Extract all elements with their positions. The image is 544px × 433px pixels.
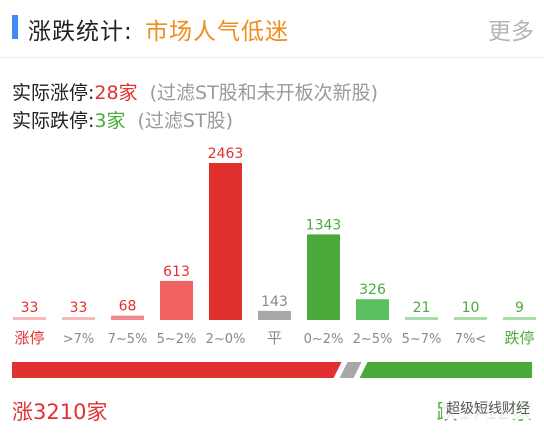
category-label-7: 2~5% <box>353 332 393 347</box>
flat-segment <box>339 362 362 378</box>
value-label-10: 9 <box>515 300 524 316</box>
distribution-chart: 33 涨停 33 >7% 68 7~5% 613 5~2% 2463 2~0% 143 平 1343 0~… <box>13 146 536 347</box>
category-label-3: 5~2% <box>157 332 197 347</box>
bar-1 <box>62 317 95 320</box>
limit-up-count: 28家 <box>94 82 138 104</box>
value-label-9: 10 <box>462 300 480 316</box>
header-divider <box>0 57 544 58</box>
limit-up-label: 实际涨停: <box>12 82 95 104</box>
bar-0 <box>13 317 46 320</box>
up-total: 涨3210家 <box>12 400 108 424</box>
value-label-0: 33 <box>21 300 39 316</box>
value-label-5: 143 <box>261 294 288 310</box>
section-title: 涨跌统计: <box>28 19 133 45</box>
limit-down-note: (过滤ST股) <box>137 110 234 132</box>
category-label-9: 7%< <box>455 332 487 347</box>
bar-10 <box>503 317 536 320</box>
category-label-6: 0~2% <box>304 332 344 347</box>
market-sentiment: 市场人气低迷 <box>145 19 289 45</box>
up-down-ratio-bar <box>12 362 532 378</box>
watermark: 超级短线财经 <box>442 397 534 419</box>
category-label-10: 跌停 <box>504 329 534 347</box>
bar-7 <box>356 299 389 320</box>
limit-up-note: (过滤ST股和未开板次新股) <box>149 82 379 104</box>
section-header: 涨跌统计: 市场人气低迷 更多 <box>0 0 544 56</box>
accent-bar <box>12 15 18 39</box>
category-label-1: >7% <box>63 332 95 347</box>
limit-down-label: 实际跌停: <box>12 110 95 132</box>
bar-8 <box>405 317 438 320</box>
category-label-5: 平 <box>267 329 282 347</box>
category-label-2: 7~5% <box>108 332 148 347</box>
value-label-2: 68 <box>119 299 137 315</box>
bar-3 <box>160 280 193 320</box>
value-label-7: 326 <box>359 282 386 298</box>
value-label-3: 613 <box>163 264 190 280</box>
value-label-6: 1343 <box>306 217 342 233</box>
category-label-4: 2~0% <box>206 332 246 347</box>
limit-up-row: 实际涨停:28家 (过滤ST股和未开板次新股) <box>12 78 378 105</box>
more-link[interactable]: 更多 <box>488 19 534 45</box>
bar-9 <box>454 317 487 320</box>
value-label-1: 33 <box>70 300 88 316</box>
bar-2 <box>111 315 144 320</box>
category-label-0: 涨停 <box>14 329 44 347</box>
bar-5 <box>258 310 291 320</box>
category-label-8: 5~7% <box>402 332 442 347</box>
limit-down-count: 3家 <box>94 110 126 132</box>
bar-4 <box>209 163 242 320</box>
up-segment <box>12 362 342 378</box>
value-label-8: 21 <box>413 300 431 316</box>
value-label-4: 2463 <box>208 146 244 162</box>
limit-down-row: 实际跌停:3家 (过滤ST股) <box>12 106 233 133</box>
down-segment <box>359 362 532 378</box>
bar-6 <box>307 234 340 320</box>
